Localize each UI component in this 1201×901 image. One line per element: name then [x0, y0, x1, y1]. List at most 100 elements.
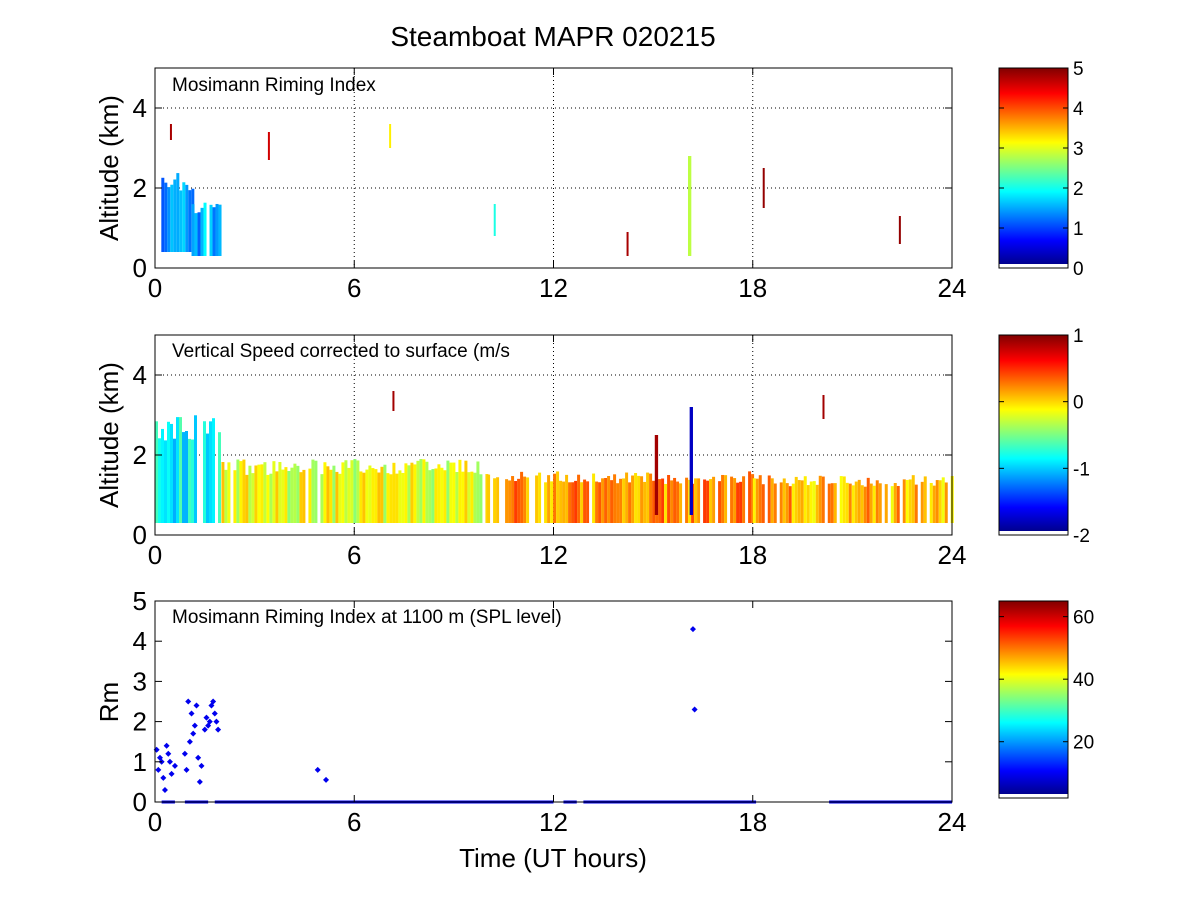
heatmap-cell — [643, 481, 647, 523]
colorbar-tick-label: 60 — [1073, 608, 1094, 629]
heatmap-cell — [520, 471, 524, 523]
heatmap-cell — [374, 469, 378, 523]
heatmap-cell — [440, 467, 444, 523]
heatmap-cell — [803, 476, 807, 523]
heatmap-cell — [736, 482, 740, 523]
heatmap-cell — [479, 474, 483, 523]
heatmap-cell — [664, 483, 668, 523]
heatmap-cell — [173, 438, 176, 523]
heatmap-cell — [182, 432, 185, 523]
heatmap-cell — [637, 475, 641, 523]
heatmap-cell — [224, 469, 228, 523]
heatmap-cell — [685, 477, 689, 523]
heatmap-cell — [658, 479, 662, 523]
heatmap-cell — [779, 482, 783, 523]
heatmap-cell — [398, 470, 402, 523]
scatter-point — [210, 698, 217, 705]
heatmap-cell — [872, 485, 876, 523]
scatter-point — [160, 774, 167, 781]
heatmap-cell — [929, 482, 933, 523]
scatter-point — [161, 786, 168, 793]
heatmap-cell — [842, 476, 846, 523]
scatter-point — [190, 730, 197, 737]
heatmap-cell — [812, 481, 816, 523]
y-tick-label: 2 — [133, 440, 147, 470]
heatmap-cell — [188, 438, 191, 523]
heatmap-cell — [689, 407, 693, 515]
heatmap-vertical-speed — [155, 391, 954, 523]
heatmap-cell — [890, 486, 894, 523]
y-tick-label: 5 — [133, 586, 147, 616]
heatmap-cell — [332, 465, 336, 523]
heatmap-cell — [287, 471, 291, 523]
heatmap-feature — [898, 216, 901, 244]
heatmap-cell — [182, 182, 186, 252]
heatmap-cell — [227, 462, 231, 523]
heatmap-cell — [610, 480, 614, 523]
heatmap-cell — [496, 477, 500, 523]
heatmap-cell — [592, 473, 596, 523]
heatmap-cell — [485, 474, 489, 523]
colorbar: 20 40 60 — [998, 600, 1094, 799]
heatmap-cell — [857, 479, 861, 523]
heatmap-cell — [269, 473, 273, 523]
heatmap-cell — [203, 421, 206, 523]
heatmap-cell — [755, 478, 759, 523]
heatmap-cell — [434, 468, 438, 523]
colorbar-tick-label: 20 — [1073, 733, 1094, 754]
scatter-point — [168, 770, 175, 777]
heatmap-cell — [218, 204, 222, 256]
heatmap-cell — [758, 475, 762, 523]
heatmap-cell — [239, 461, 243, 523]
heatmap-cell — [866, 477, 870, 523]
heatmap-cell — [679, 483, 683, 523]
panel-label: Vertical Speed corrected to surface (m/s — [172, 341, 510, 362]
heatmap-cell — [167, 187, 171, 252]
heatmap-cell — [604, 477, 608, 523]
heatmap-cell — [687, 156, 692, 256]
heatmap-cell — [326, 466, 330, 523]
heatmap-cell — [706, 480, 710, 523]
heatmap-cell — [839, 476, 843, 523]
heatmap-cell — [514, 481, 518, 523]
heatmap-cell — [574, 480, 578, 523]
scatter-point — [155, 766, 162, 773]
heatmap-cell — [568, 482, 572, 523]
heatmap-cell — [233, 470, 237, 523]
heatmap-cell — [595, 481, 599, 523]
heatmap-cell — [395, 473, 399, 523]
heatmap-cell — [833, 483, 837, 523]
heatmap-cell — [470, 471, 474, 523]
colorbar-tick-label: 0 — [1073, 259, 1084, 280]
heatmap-cell — [299, 472, 303, 523]
heatmap-cell — [473, 472, 477, 523]
heatmap-cell — [721, 474, 725, 523]
heatmap-cell — [353, 459, 357, 523]
heatmap-cell — [821, 476, 825, 523]
heatmap-cell — [344, 460, 348, 523]
heatmap-cell — [586, 481, 590, 523]
heatmap-cell — [703, 479, 707, 523]
heatmap-cell — [176, 173, 180, 252]
heatmap-cell — [598, 482, 602, 523]
heatmap-feature — [169, 124, 172, 140]
panel-label: Mosimann Riming Index — [172, 75, 376, 96]
heatmap-cell — [194, 415, 197, 523]
heatmap-cell — [523, 476, 527, 523]
heatmap-cell — [161, 428, 164, 523]
heatmap-cell — [350, 460, 354, 523]
heatmap-cell — [461, 471, 465, 523]
heatmap-cell — [544, 482, 548, 523]
heatmap-cell — [607, 475, 611, 523]
heatmap-cell — [206, 433, 209, 523]
heatmap-cell — [191, 439, 194, 523]
heatmap-cell — [505, 479, 509, 523]
heatmap-cell — [314, 460, 318, 523]
heatmap-cell — [863, 486, 867, 523]
heatmap-cell — [383, 464, 387, 523]
heatmap-cell — [619, 478, 623, 523]
heatmap-cell — [161, 177, 165, 252]
x-tick-label: 18 — [738, 273, 767, 303]
